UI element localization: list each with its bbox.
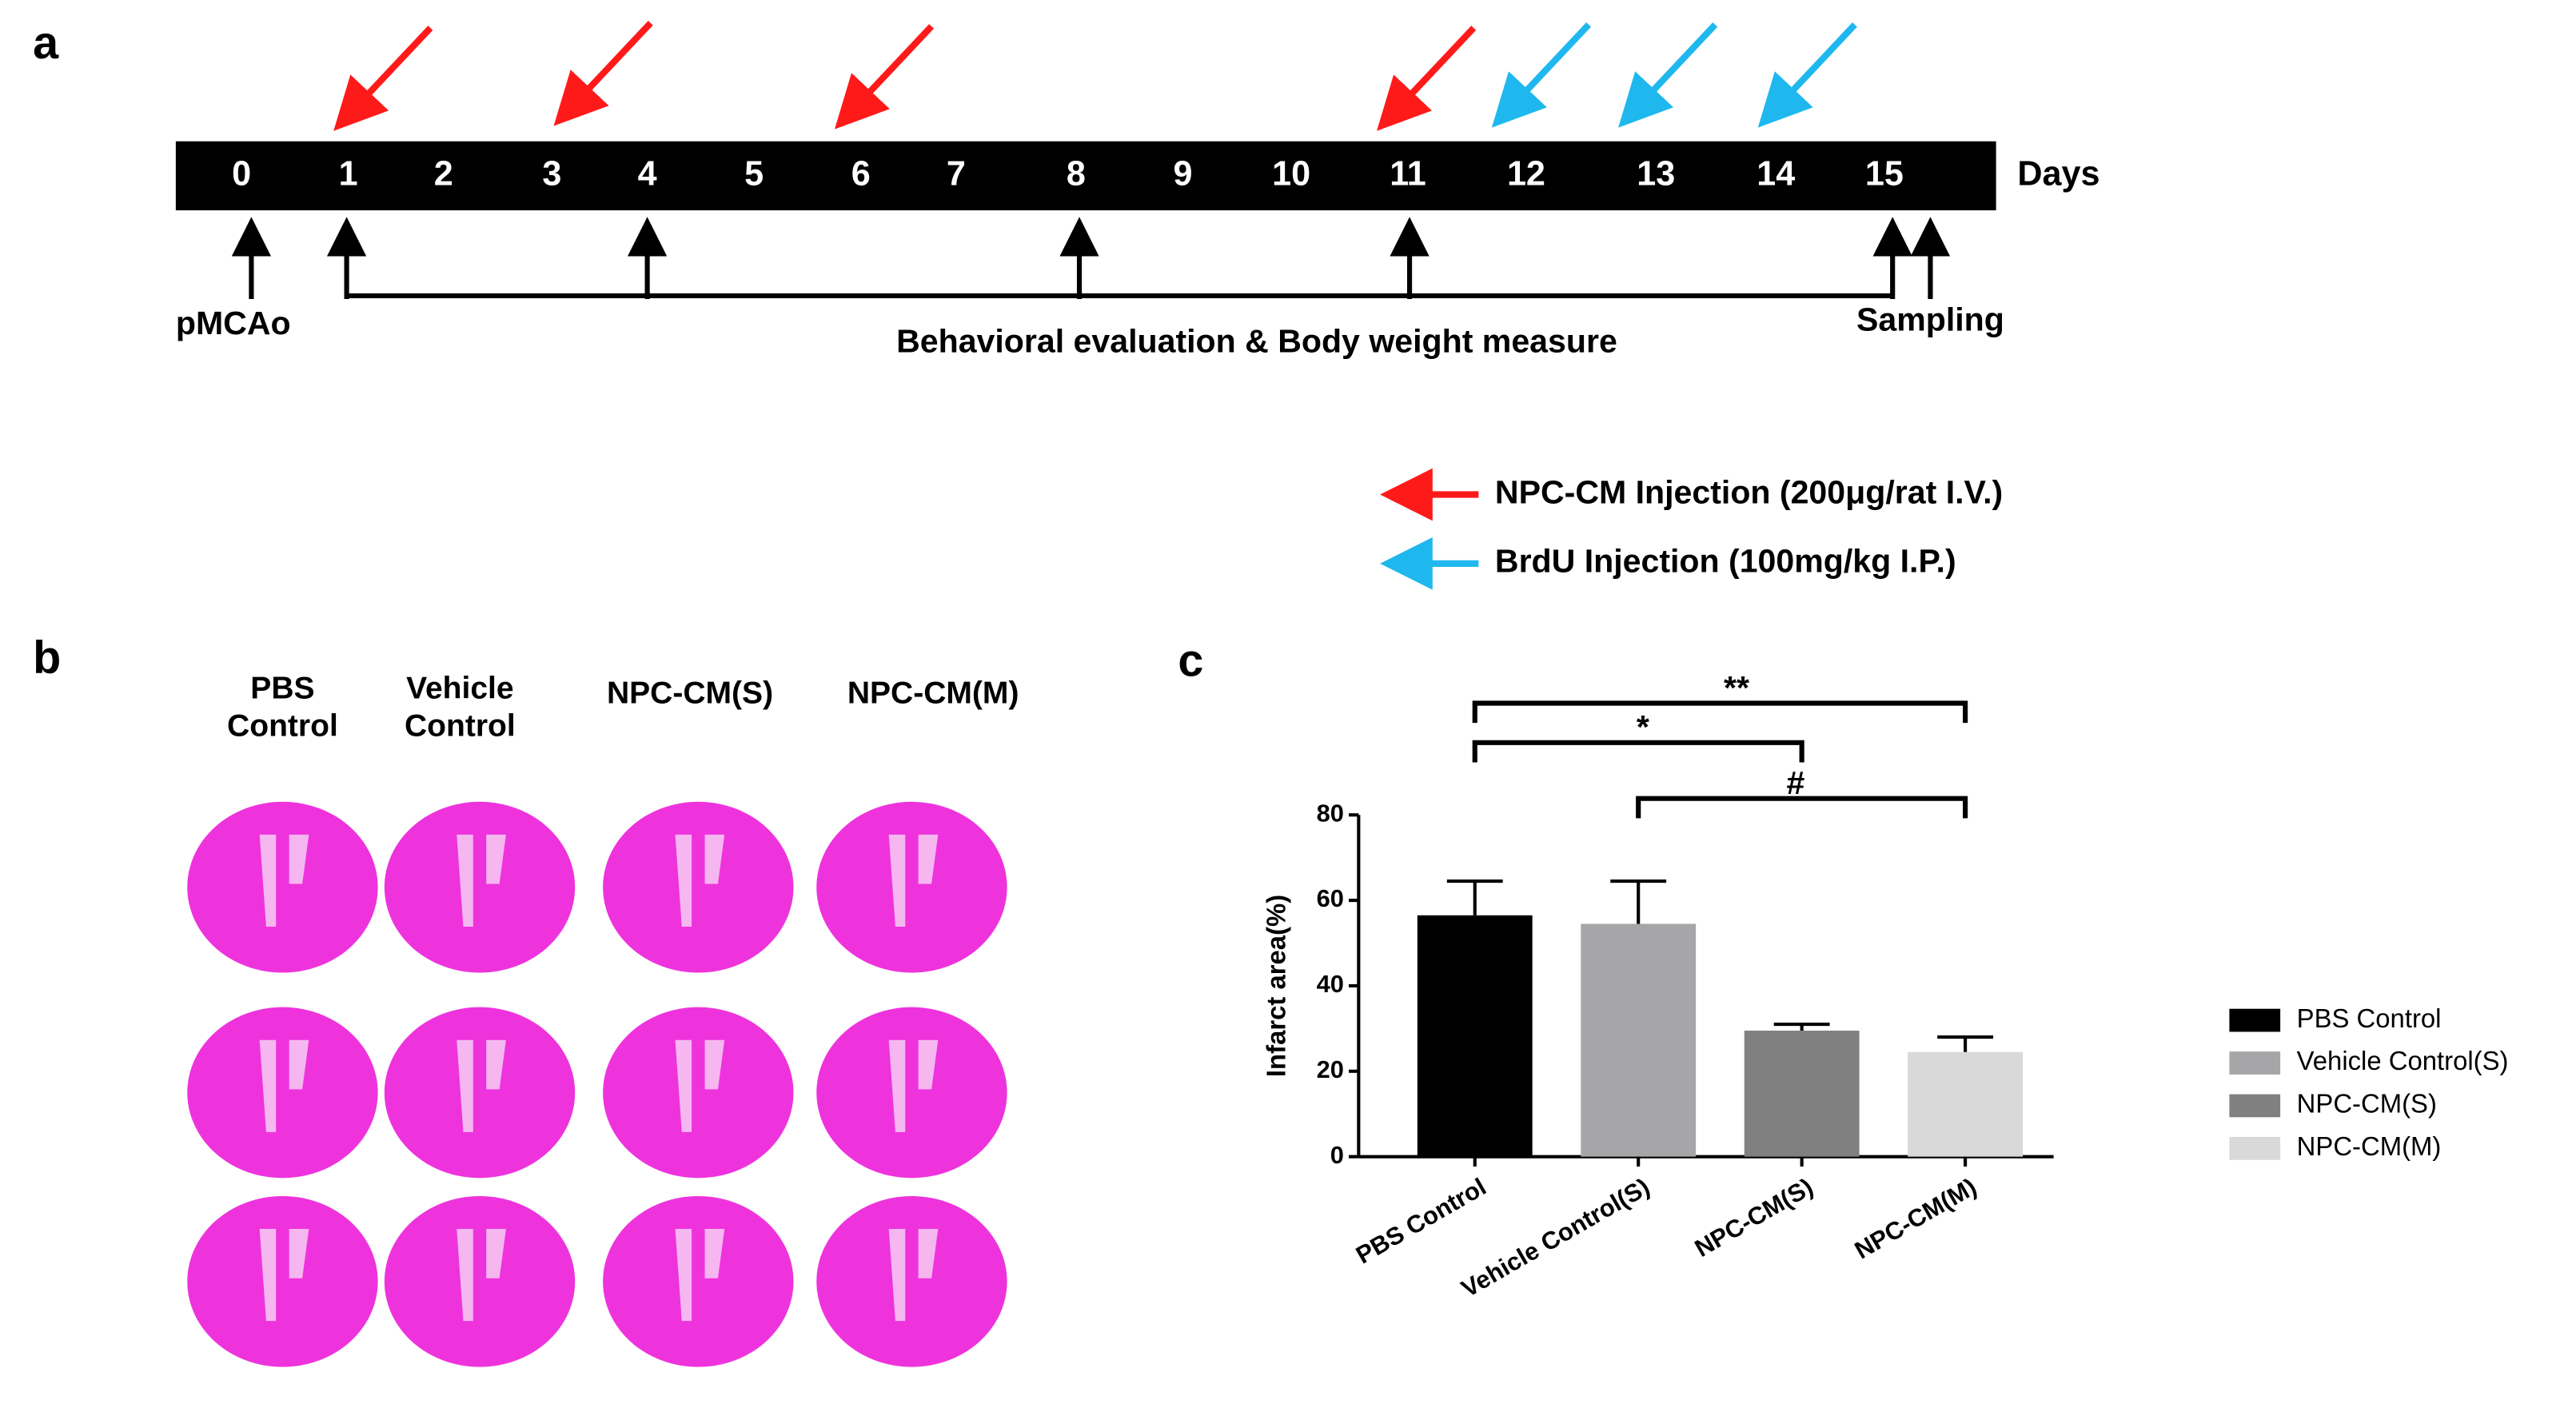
panel-label: a <box>33 18 59 69</box>
day-label: 9 <box>1173 154 1192 193</box>
error-bar <box>1773 1022 1830 1031</box>
legend-swatch <box>2229 1008 2281 1032</box>
legend-label: NPC-CM Injection (200μg/rat I.V.) <box>1495 473 2003 510</box>
brain-slice <box>816 1007 1007 1179</box>
day-label: 8 <box>1067 154 1086 193</box>
injection-arrow <box>1491 22 1592 128</box>
brain-slice <box>384 1195 576 1367</box>
day-label: 1 <box>339 154 358 193</box>
day-label: 15 <box>1865 154 1904 193</box>
day-label: 0 <box>232 154 251 193</box>
panel-label: b <box>33 632 61 683</box>
significance-mark: * <box>1637 708 1649 745</box>
injection-arrow <box>1757 22 1857 128</box>
start-label: pMCAo <box>176 305 291 341</box>
brain-slice <box>816 801 1007 973</box>
y-tick-label: 80 <box>1317 799 1344 827</box>
legend-swatch <box>2229 1136 2281 1160</box>
ventricle <box>259 1229 309 1322</box>
day-label: 13 <box>1637 154 1675 193</box>
error-bar <box>1937 1035 1994 1052</box>
legend-label: NPC-CM(S) <box>2297 1089 2437 1119</box>
bar <box>1744 1031 1860 1157</box>
panel-label: c <box>1178 635 1203 686</box>
brain-slice <box>384 1007 576 1179</box>
error-bar <box>1610 879 1667 924</box>
y-axis-label: Infarct area(%) <box>1261 895 1290 1077</box>
injection-arrow <box>333 26 433 131</box>
significance-bracket <box>1636 796 1968 819</box>
brain-slice <box>603 1007 794 1179</box>
legend-label: BrdU Injection (100mg/kg I.P.) <box>1495 543 1956 580</box>
injection-arrow <box>1618 22 1718 128</box>
ventricle <box>888 1229 939 1322</box>
day-label: 2 <box>434 154 453 193</box>
day-label: 6 <box>851 154 871 193</box>
significance-bracket <box>1472 700 1968 724</box>
significance-mark: # <box>1787 764 1805 801</box>
day-label: 12 <box>1507 154 1545 193</box>
column-header: Control <box>227 709 338 744</box>
error-bar <box>1446 879 1503 915</box>
x-tick-label: NPC-CM(S) <box>1690 1172 1818 1262</box>
ventricle <box>259 834 309 927</box>
ventricle <box>888 834 939 927</box>
day-label: 14 <box>1757 154 1795 193</box>
x-tick-label: NPC-CM(M) <box>1850 1172 1981 1264</box>
day-label: 7 <box>947 154 966 193</box>
legend-label: Vehicle Control(S) <box>2297 1046 2509 1075</box>
brain-slice <box>187 801 378 973</box>
legend-swatch <box>2229 1094 2281 1118</box>
y-tick-label: 0 <box>1330 1141 1344 1169</box>
y-tick-label: 60 <box>1317 884 1344 912</box>
brain-slice <box>187 1007 378 1179</box>
ventricle <box>457 1229 506 1322</box>
injection-arrow <box>553 20 653 126</box>
day-label: 4 <box>638 154 657 193</box>
significance-mark: ** <box>1724 669 1749 706</box>
bar <box>1908 1051 2024 1157</box>
span-label: Behavioral evaluation & Body weight meas… <box>896 322 1617 359</box>
y-tick-label: 20 <box>1317 1055 1344 1083</box>
legend-label: PBS Control <box>2297 1003 2442 1033</box>
column-header: NPC-CM(M) <box>847 676 1019 711</box>
brain-slice <box>187 1195 378 1367</box>
ventricle <box>457 834 506 927</box>
end-label: Sampling <box>1856 301 2004 338</box>
column-header: NPC-CM(S) <box>607 676 773 711</box>
brain-slice <box>603 1195 794 1367</box>
x-tick-label: PBS Control <box>1351 1172 1491 1269</box>
brain-slice <box>603 801 794 973</box>
legend-label: NPC-CM(M) <box>2297 1131 2442 1161</box>
legend-swatch <box>2229 1051 2281 1075</box>
ventricle <box>888 1039 939 1132</box>
unit-label: Days <box>2017 154 2099 193</box>
injection-arrow <box>834 24 935 130</box>
ventricle <box>457 1039 506 1132</box>
column-header: PBS <box>250 671 314 705</box>
timeline-bar <box>175 141 1996 211</box>
ventricle <box>675 834 725 927</box>
y-tick-label: 40 <box>1317 970 1344 998</box>
bar <box>1581 923 1697 1157</box>
column-header: Vehicle <box>406 671 514 705</box>
bar <box>1417 915 1533 1157</box>
column-header: Control <box>405 709 516 744</box>
ventricle <box>675 1039 725 1132</box>
day-label: 3 <box>542 154 561 193</box>
day-label: 5 <box>744 154 764 193</box>
ventricle <box>259 1039 309 1132</box>
injection-arrow <box>1377 26 1477 131</box>
significance-bracket <box>1472 740 1804 763</box>
brain-slice <box>816 1195 1007 1367</box>
brain-slice <box>384 801 576 973</box>
ventricle <box>675 1229 725 1322</box>
day-label: 10 <box>1272 154 1310 193</box>
day-label: 11 <box>1390 154 1426 193</box>
